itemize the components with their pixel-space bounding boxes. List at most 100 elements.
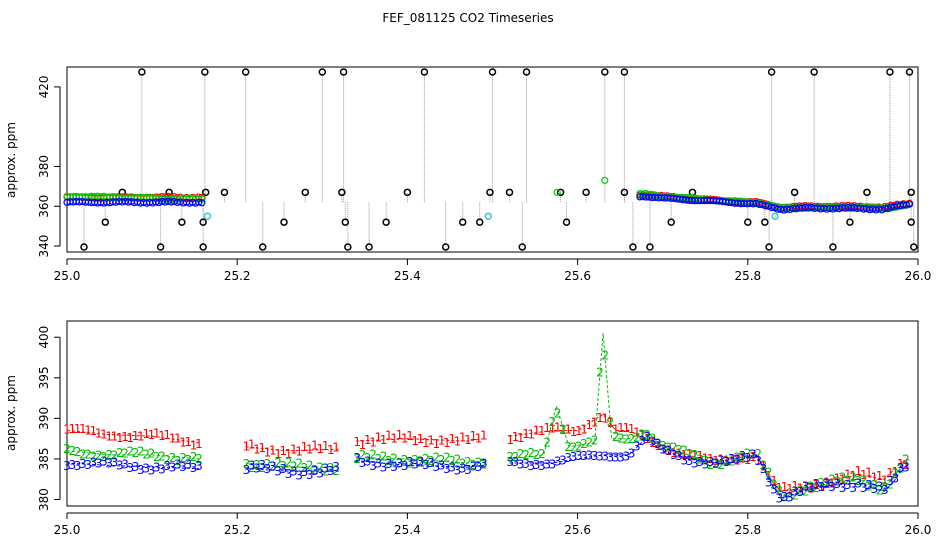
series-2-point: 2 — [797, 484, 805, 498]
series-2-point: 2 — [881, 480, 889, 494]
high-outlier-point — [601, 68, 609, 76]
series-2-point: 2 — [374, 452, 382, 466]
series-1-point: 1 — [512, 430, 520, 444]
series-1-point: 1 — [865, 466, 873, 480]
series-2-point: 2 — [380, 449, 388, 463]
series-2-point: 2 — [538, 447, 546, 461]
series-2-point: 2 — [786, 487, 794, 501]
series-3-point: 3 — [670, 448, 678, 462]
series-3-point: 3 — [860, 481, 868, 495]
series-2-point: 2 — [190, 450, 198, 464]
series-3-point: 3 — [733, 453, 741, 467]
series-3-point: 3 — [680, 453, 688, 467]
series-3-point: 3 — [686, 454, 694, 468]
high-outlier-point — [339, 68, 348, 76]
top-axes: 25.0 25.2 25.4 25.6 25.8 26.0 340 360 380 420 — [37, 75, 931, 283]
series-1-point: 1 — [702, 451, 710, 465]
top-spike-lines — [83, 71, 915, 248]
series-3-point: 3 — [322, 462, 330, 476]
series-3-point: 3 — [353, 451, 361, 465]
series-3-point: 3 — [411, 458, 419, 472]
series-2-point: 2 — [659, 439, 667, 453]
mid-high-outlier-point — [556, 188, 565, 197]
series-3-point: 3 — [775, 491, 783, 505]
series-3-point: 3 — [480, 456, 488, 470]
series-3-point: 3 — [601, 450, 609, 464]
series-2-point: 2 — [559, 422, 567, 436]
series-2-point: 2 — [902, 453, 910, 467]
series-1-point: 1 — [258, 441, 266, 455]
series-1-point: 1 — [406, 429, 414, 443]
bottom-axes: 25.0 25.2 25.4 25.6 25.8 26.0 380 385 390 395 400 — [37, 326, 931, 537]
series-1-point: 1 — [448, 432, 456, 446]
series-1-point: 1 — [285, 447, 293, 461]
series-1-point: 1 — [749, 450, 757, 464]
series-1-point: 1 — [327, 443, 335, 457]
series-1-point: 1 — [675, 446, 683, 460]
series-3-point: 3 — [95, 457, 103, 471]
series-2-point: 2 — [527, 446, 535, 460]
series-2-point: 2 — [153, 450, 161, 464]
high-outlier-point — [522, 68, 531, 76]
series-2-point: 2 — [475, 455, 483, 469]
series-1-point: 1 — [243, 439, 251, 453]
series-2-point: 2 — [791, 488, 799, 502]
series-2-point: 2 — [459, 456, 467, 470]
series-3-point: 3 — [374, 457, 382, 471]
series-2-point: 2 — [480, 457, 488, 471]
y-tick-label: 340 — [37, 235, 51, 258]
series-3-point: 3 — [834, 477, 842, 491]
series-3-point: 3 — [527, 459, 535, 473]
series-1-point: 1 — [691, 449, 699, 463]
series-2-point: 2 — [84, 448, 92, 462]
series-3-point: 3 — [728, 452, 736, 466]
series-1-point: 1 — [686, 448, 694, 462]
high-outlier-point — [241, 68, 250, 76]
series-1-point: 1 — [770, 474, 778, 488]
series-1-point: 1 — [364, 433, 372, 447]
series-2-point: 2 — [665, 441, 673, 455]
series-3-point: 3 — [290, 464, 298, 478]
cyan-flag-point — [484, 212, 492, 220]
top-y-axis-label: approx. ppm — [4, 122, 18, 198]
mid-low-outlier-point — [458, 218, 467, 226]
series-1-point: 1 — [580, 422, 588, 436]
series-2-point: 2 — [543, 436, 551, 450]
series-2-point: 2 — [675, 443, 683, 457]
series-3-point: 3 — [855, 477, 863, 491]
series-1-point: 1 — [612, 422, 620, 436]
series-1-point: 1 — [475, 431, 483, 445]
series-2-point: 2 — [369, 448, 377, 462]
series-3-point: 3 — [707, 455, 715, 469]
series-1-point: 1 — [559, 423, 567, 437]
series-3-point: 3 — [665, 444, 673, 458]
series-1-point: 1 — [802, 479, 810, 493]
series-2-point: 2 — [74, 445, 82, 459]
blue-series-point — [198, 199, 206, 207]
series-2-point: 2 — [280, 459, 288, 473]
series-3-point: 3 — [185, 457, 193, 471]
series-2-point: 2 — [116, 446, 124, 460]
mid-high-outlier-point — [620, 188, 629, 197]
cyan-flag-point — [771, 212, 779, 220]
series-1-point: 1 — [601, 411, 609, 425]
series-1-point: 1 — [385, 428, 393, 442]
series-1-point: 1 — [575, 424, 583, 438]
series-2-point: 2 — [739, 451, 747, 465]
series-2-point: 2 — [686, 447, 694, 461]
series-1-point: 1 — [839, 473, 847, 487]
series-2-point: 2 — [448, 454, 456, 468]
low-outlier-point — [518, 243, 527, 251]
series-3-point: 3 — [897, 461, 905, 475]
series-2-point: 2 — [179, 451, 187, 465]
series-2-point: 2 — [406, 456, 414, 470]
series-3-point: 3 — [570, 450, 578, 464]
series-2-point: 2 — [111, 448, 119, 462]
series-2-point: 2 — [95, 449, 103, 463]
series-1-point: 1 — [834, 471, 842, 485]
series-1-point: 1 — [828, 476, 836, 490]
series-1-point: 1 — [886, 466, 894, 480]
low-outlier-point — [829, 243, 837, 251]
series-3-point: 3 — [760, 462, 768, 476]
series-1-point: 1 — [295, 445, 303, 459]
